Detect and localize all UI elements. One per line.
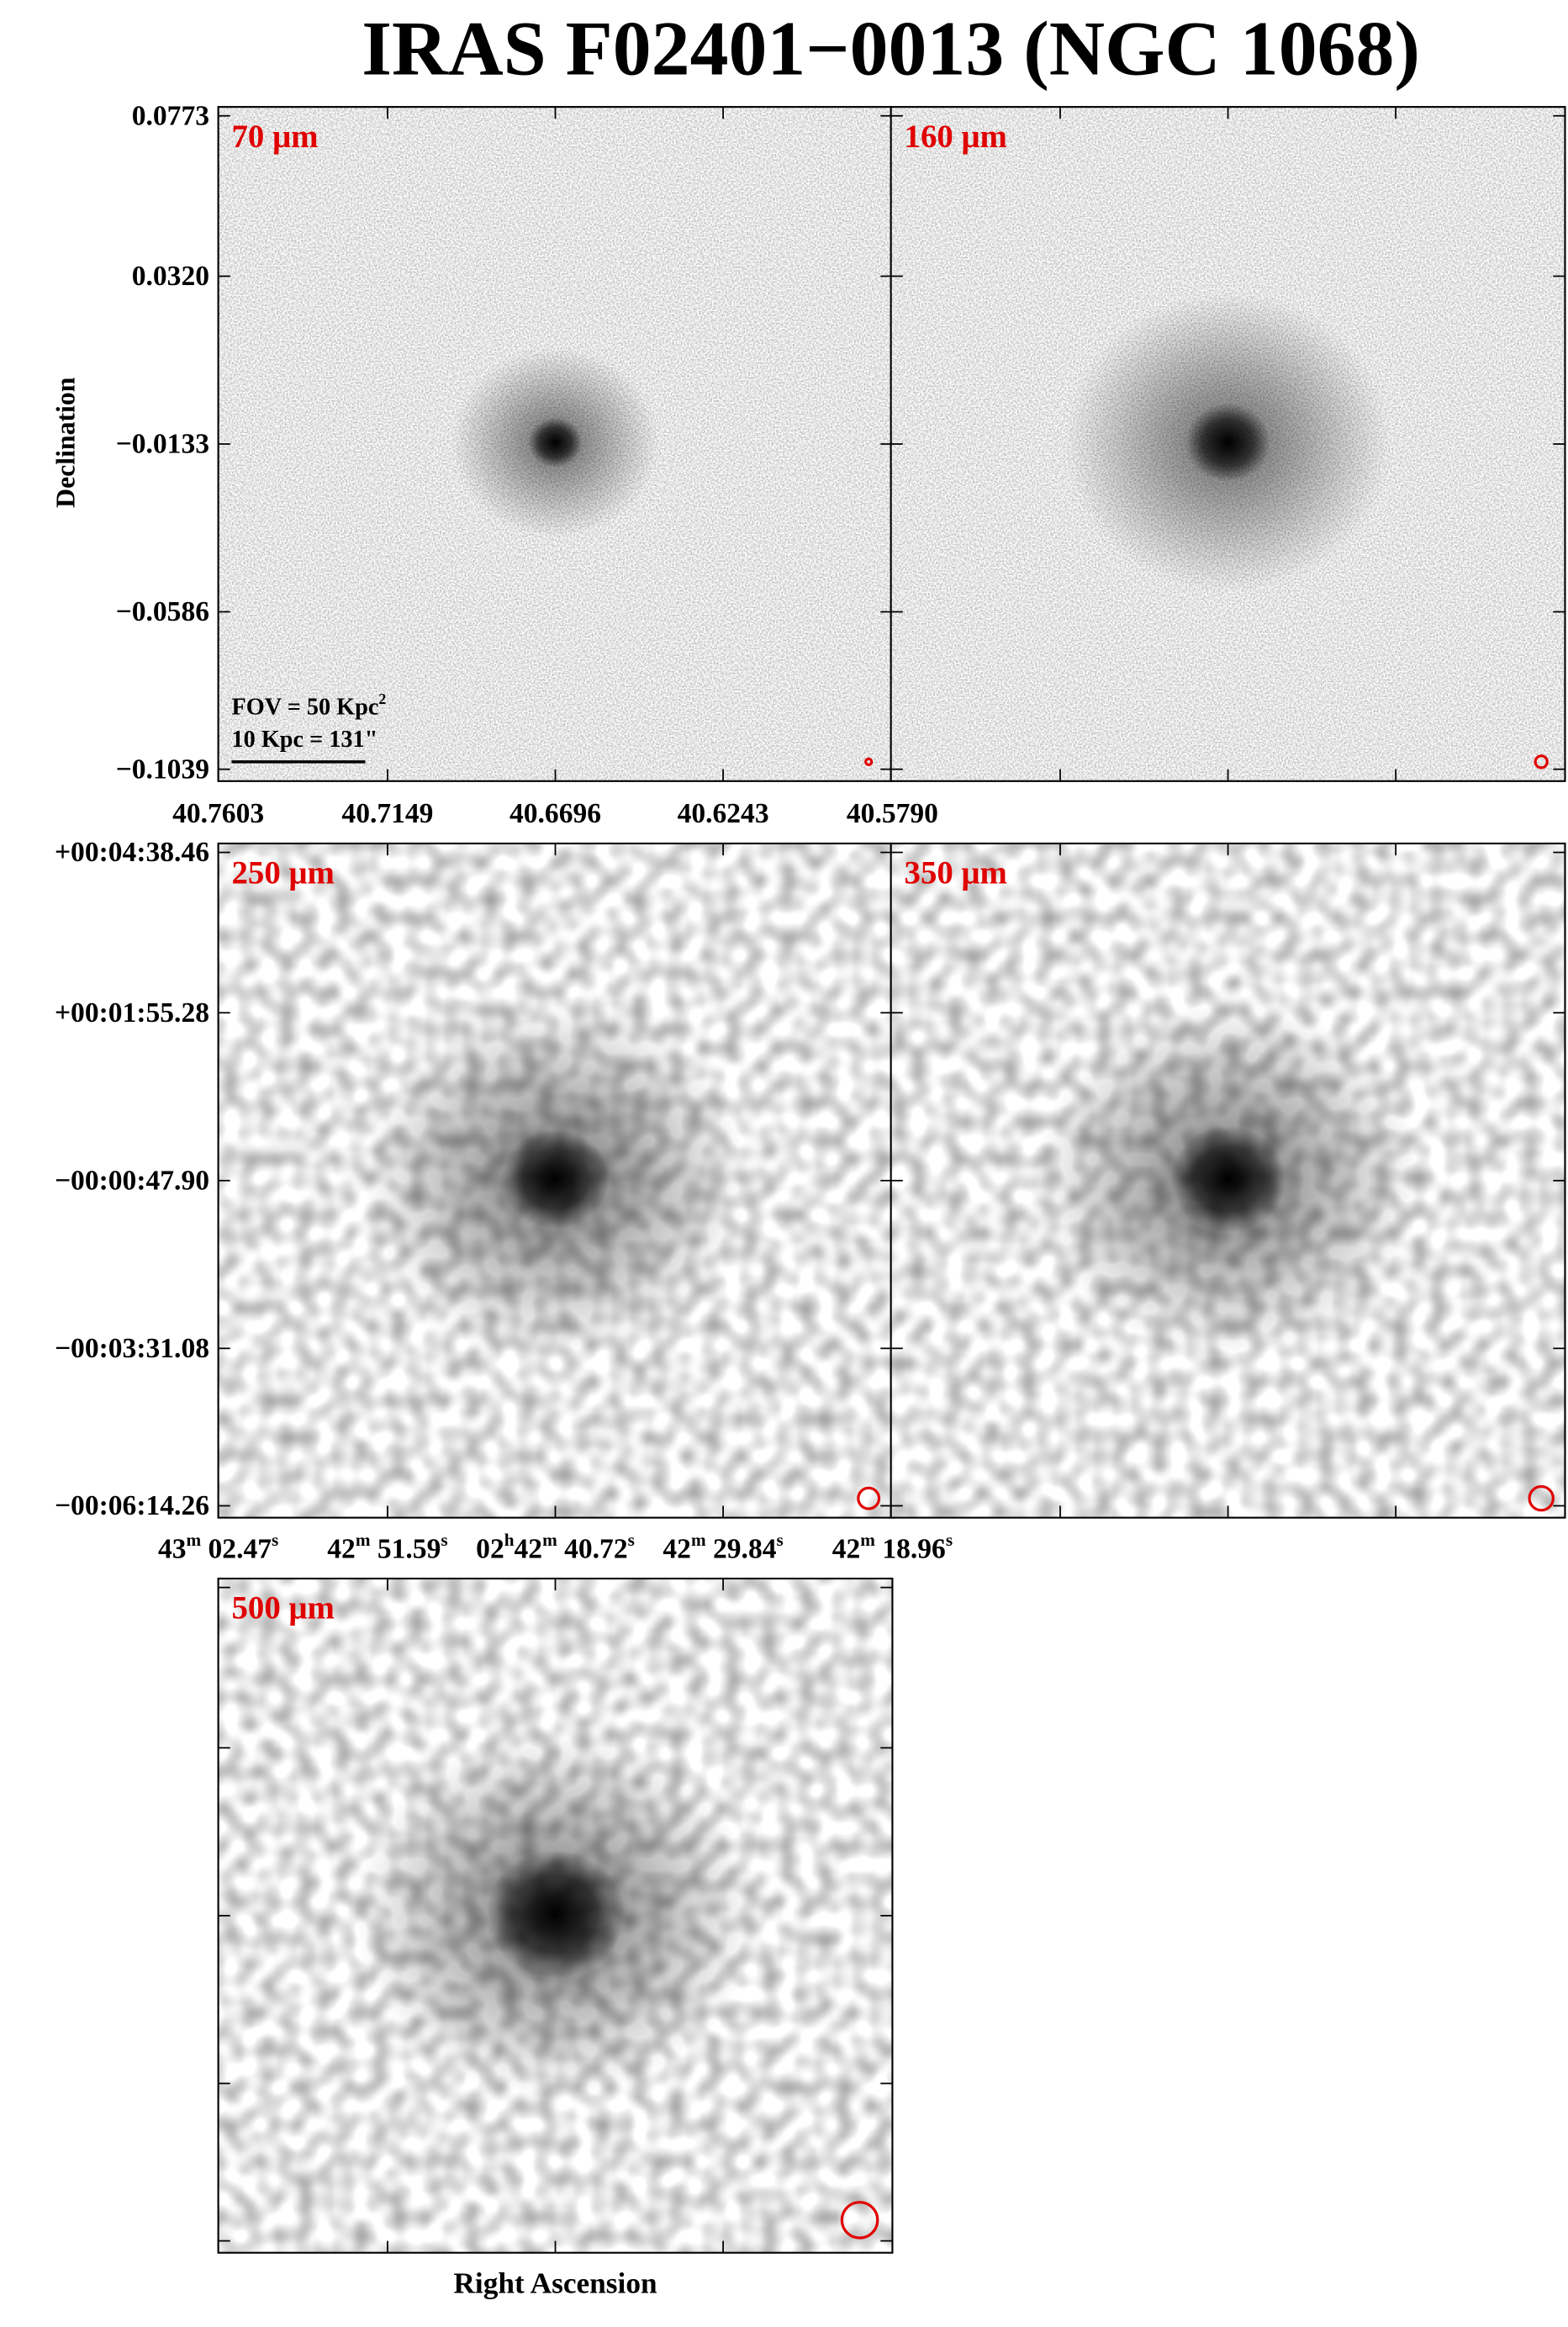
x-tick-label: 40.6243 <box>678 798 769 829</box>
tick-text: 02.47 <box>201 1533 272 1564</box>
y-tick-label: 0.0320 <box>132 261 209 292</box>
y-tick-label: 0.0773 <box>132 100 209 131</box>
x-axis-label: Right Ascension <box>453 2266 657 2299</box>
image-panel: 350 μm <box>890 842 1566 1519</box>
superscript: h <box>504 1530 515 1550</box>
sky-image <box>218 1579 893 2253</box>
panel-label: 160 μm <box>905 119 1007 155</box>
core <box>1169 1125 1286 1233</box>
superscript: m <box>356 1530 371 1550</box>
superscript: s <box>272 1530 278 1550</box>
tick-text: 18.96 <box>875 1533 946 1564</box>
panel-label: 350 μm <box>905 855 1007 891</box>
superscript: m <box>860 1530 875 1550</box>
core <box>501 1129 610 1230</box>
superscript: s <box>628 1530 635 1550</box>
sky-image <box>218 107 893 781</box>
tick-text: 42 <box>515 1533 543 1564</box>
beam <box>1534 754 1549 769</box>
tick-text: 51.59 <box>370 1533 441 1564</box>
superscript: m <box>186 1530 201 1550</box>
tick-text: 02 <box>476 1533 504 1564</box>
image-panel: 160 μm <box>890 106 1566 782</box>
y-tick-label: +00:01:55.28 <box>55 997 209 1029</box>
tick-text: 42 <box>663 1533 691 1564</box>
x-tick-label: 40.5790 <box>847 798 938 829</box>
y-tick-label: −0.1039 <box>116 754 209 785</box>
y-axis-label: Declination <box>50 377 80 508</box>
beam <box>864 757 874 766</box>
superscript: 2 <box>378 690 386 707</box>
y-tick-label: −0.0586 <box>116 596 209 627</box>
superscript: m <box>691 1530 706 1550</box>
superscript: s <box>777 1530 784 1550</box>
x-tick-label: 02h42m 40.72s <box>476 1530 635 1564</box>
sky-image <box>890 107 1565 781</box>
annotation: 10 Kpc = 131" <box>232 727 378 753</box>
sky-image <box>890 843 1565 1518</box>
x-tick-label: 42m 18.96s <box>832 1530 953 1564</box>
annotation-text: FOV = 50 Kpc <box>232 694 379 720</box>
image-panel: 70 μm <box>217 106 894 782</box>
superscript: m <box>542 1530 557 1550</box>
x-tick-label: 40.7603 <box>172 798 264 829</box>
annotation: FOV = 50 Kpc2 <box>232 690 387 720</box>
beam <box>1528 1484 1555 1512</box>
core <box>528 417 583 468</box>
tick-text: 29.84 <box>706 1533 777 1564</box>
figure-title: IRAS F02401−0013 (NGC 1068) <box>362 5 1420 91</box>
tick-text: 43 <box>158 1533 187 1564</box>
x-tick-label: 40.6696 <box>509 798 601 829</box>
y-tick-label: −00:06:14.26 <box>55 1490 209 1521</box>
y-tick-label: −0.0133 <box>116 429 209 460</box>
x-tick-label: 42m 51.59s <box>327 1530 447 1564</box>
y-tick-label: +00:04:38.46 <box>55 837 209 868</box>
y-tick-label: −00:00:47.90 <box>55 1165 209 1196</box>
tick-text: 42 <box>327 1533 356 1564</box>
x-tick-label: 42m 29.84s <box>663 1530 783 1564</box>
sky-image <box>218 843 893 1518</box>
core <box>1185 403 1271 482</box>
x-tick-label: 43m 02.47s <box>158 1530 278 1564</box>
beam <box>857 1486 881 1510</box>
core <box>485 1849 626 1979</box>
superscript: s <box>441 1530 447 1550</box>
tick-text: 42 <box>832 1533 861 1564</box>
panel-label: 500 μm <box>232 1590 335 1626</box>
image-panel: 500 μm <box>217 1577 894 2254</box>
panel-label: 70 μm <box>232 119 319 155</box>
superscript: s <box>946 1530 953 1550</box>
x-tick-label: 40.7149 <box>341 798 433 829</box>
image-panel: 250 μm <box>217 842 894 1519</box>
beam <box>840 2201 879 2240</box>
y-tick-label: −00:03:31.08 <box>55 1333 209 1364</box>
panel-label: 250 μm <box>232 855 335 891</box>
tick-text: 40.72 <box>557 1533 628 1564</box>
